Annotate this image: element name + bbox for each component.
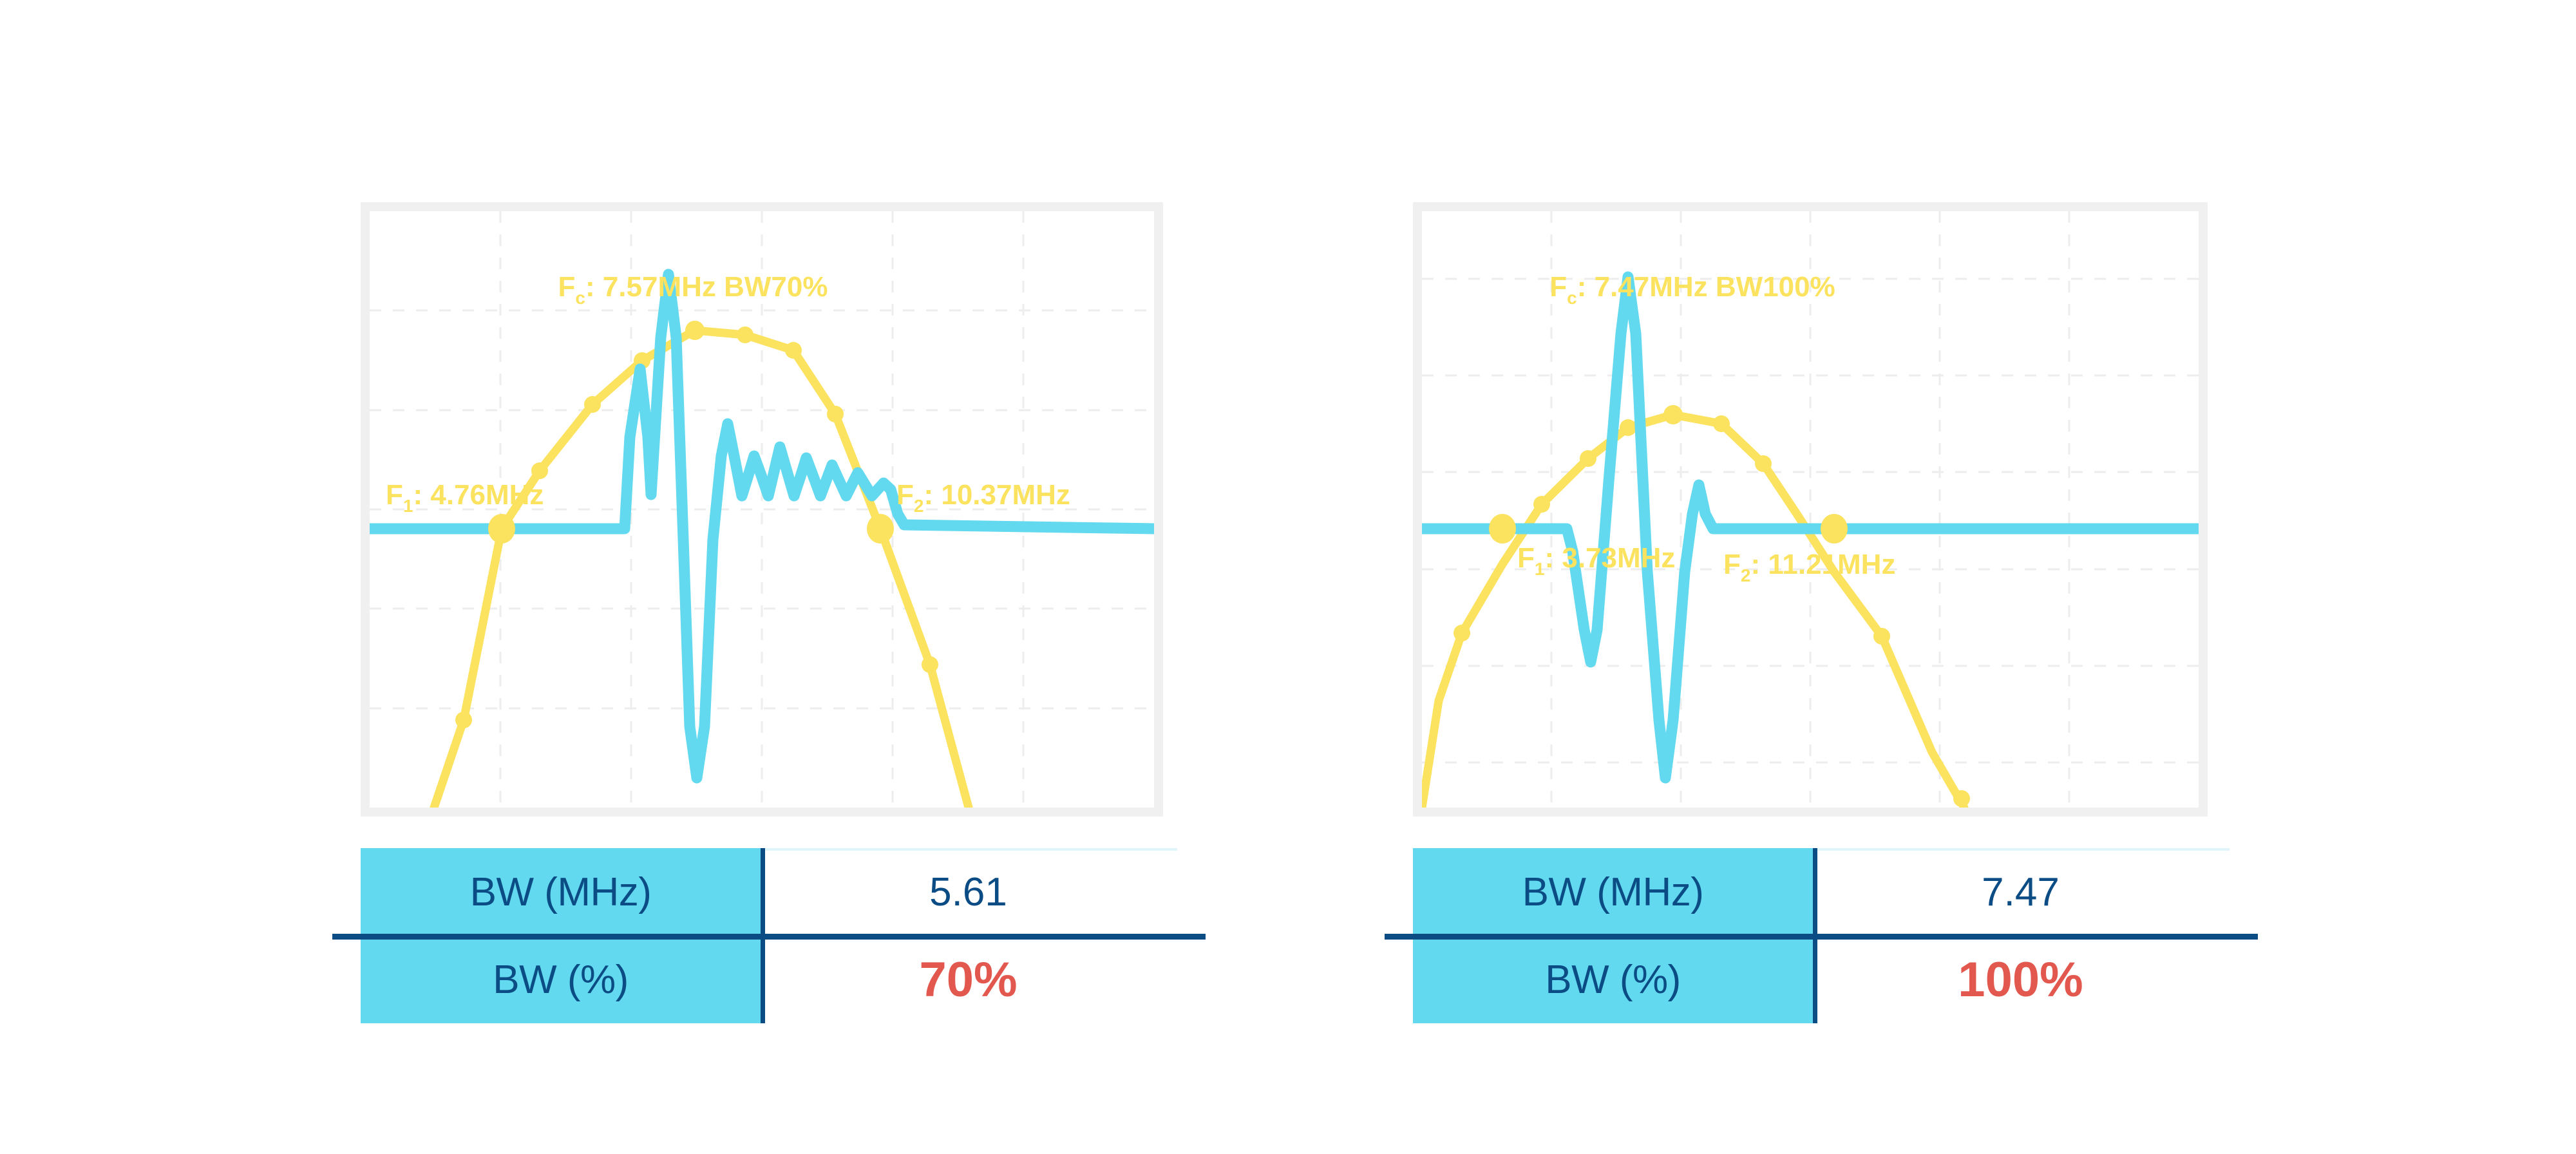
right-chart-plot-area: Fc: 7.47MHz BW100% F1: 3.73MHz F2: 11.21… bbox=[1422, 211, 2199, 808]
left-f2-label: F2: 10.37MHz bbox=[896, 479, 1070, 516]
right-fc-label: Fc: 7.47MHz BW100% bbox=[1549, 271, 1835, 308]
left-f1-label: F1: 4.76MHz bbox=[386, 479, 544, 516]
left-table-mid-rule bbox=[332, 934, 1206, 940]
left-pulse-waveform bbox=[370, 269, 1154, 784]
left-bw-pct-value: 70% bbox=[919, 952, 1018, 1007]
right-f2-marker bbox=[1821, 514, 1848, 544]
left-gridlines bbox=[370, 211, 1154, 808]
right-chart-svg: Fc: 7.47MHz BW100% F1: 3.73MHz F2: 11.21… bbox=[1422, 211, 2199, 808]
right-table-mid-rule bbox=[1385, 934, 2258, 940]
right-f1-marker bbox=[1489, 514, 1516, 544]
left-chart-svg: Fc: 7.57MHz BW70% F1: 4.76MHz F2: 10.37M… bbox=[370, 211, 1154, 808]
right-bw-mhz-label: BW (MHz) bbox=[1413, 848, 1817, 936]
left-spectrum-markers bbox=[455, 321, 938, 728]
right-table-top-rule bbox=[1817, 848, 2230, 851]
left-bw-pct-label: BW (%) bbox=[361, 936, 765, 1023]
left-chart-panel: Fc: 7.57MHz BW70% F1: 4.76MHz F2: 10.37M… bbox=[361, 202, 1163, 817]
right-pulse-waveform bbox=[1422, 271, 2199, 784]
table-row: BW (MHz) 7.47 bbox=[1413, 848, 2228, 936]
right-spectrum-curve bbox=[1422, 410, 1969, 808]
table-row: BW (%) 100% bbox=[1413, 936, 2228, 1023]
right-bw-pct-label: BW (%) bbox=[1413, 936, 1817, 1023]
table-row: BW (%) 70% bbox=[361, 936, 1176, 1023]
table-row: BW (MHz) 5.61 bbox=[361, 848, 1176, 936]
right-gridlines bbox=[1422, 211, 2199, 808]
right-bw-mhz-value: 7.47 bbox=[1982, 869, 2060, 914]
left-bw-table: BW (MHz) 5.61 BW (%) 70% bbox=[332, 848, 1206, 1023]
left-f2-marker bbox=[867, 514, 894, 544]
right-chart-panel: Fc: 7.47MHz BW100% F1: 3.73MHz F2: 11.21… bbox=[1413, 202, 2208, 817]
right-f1-label: F1: 3.73MHz bbox=[1517, 542, 1675, 579]
right-bw-table: BW (MHz) 7.47 BW (%) 100% bbox=[1385, 848, 2258, 1023]
left-bw-mhz-label: BW (MHz) bbox=[361, 848, 765, 936]
left-bw-mhz-value: 5.61 bbox=[929, 869, 1007, 914]
right-spectrum-markers bbox=[1454, 405, 1970, 807]
left-fc-label: Fc: 7.57MHz BW70% bbox=[558, 271, 828, 308]
left-table-top-rule bbox=[765, 848, 1177, 851]
left-cutoff-markers bbox=[488, 514, 894, 544]
left-f1-marker bbox=[488, 514, 515, 544]
right-cutoff-markers bbox=[1489, 514, 1848, 544]
right-bw-pct-value: 100% bbox=[1958, 952, 2083, 1007]
left-chart-plot-area: Fc: 7.57MHz BW70% F1: 4.76MHz F2: 10.37M… bbox=[370, 211, 1154, 808]
right-f2-label: F2: 11.21MHz bbox=[1723, 549, 1895, 585]
